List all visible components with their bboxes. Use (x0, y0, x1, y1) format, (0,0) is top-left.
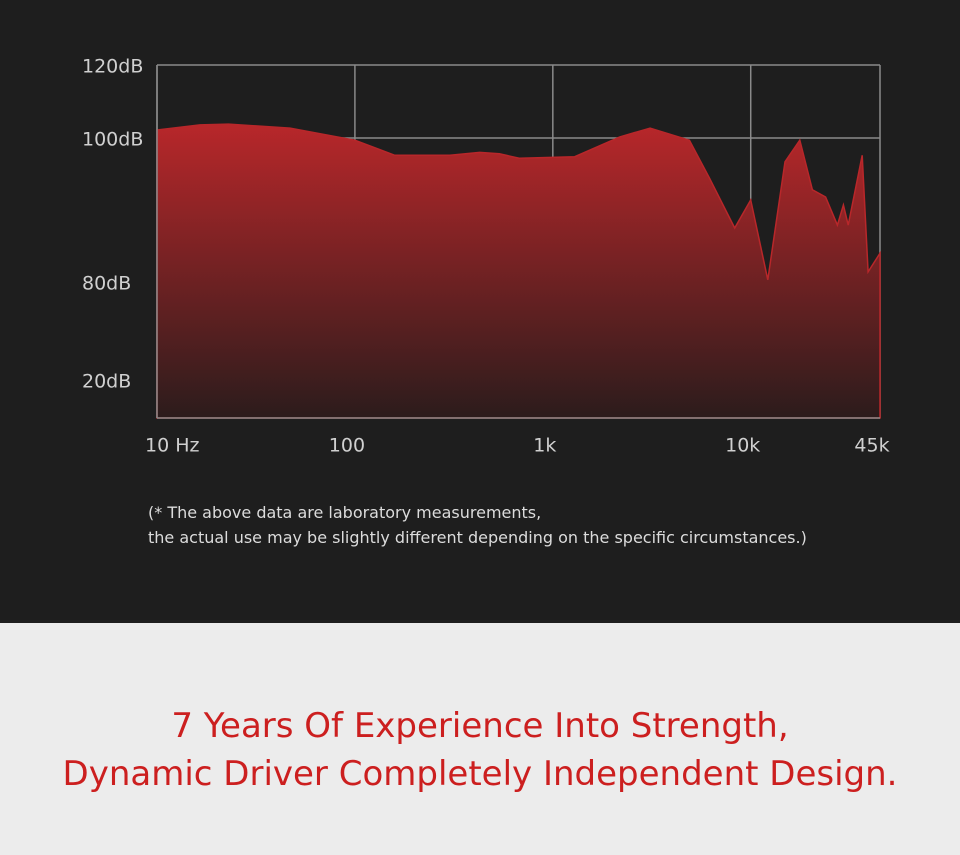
y-tick-label: 80dB (82, 273, 131, 295)
x-tick-label: 45k (854, 435, 889, 457)
headline: 7 Years Of Experience Into Strength, (171, 706, 789, 746)
x-tick-label: 10k (725, 435, 760, 457)
headline: Dynamic Driver Completely Independent De… (62, 754, 898, 794)
response-area (156, 123, 881, 419)
x-tick-label: 1k (533, 435, 556, 457)
y-tick-label: 120dB (82, 56, 143, 78)
note-line: the actual use may be slightly different… (148, 528, 807, 547)
light-panel (0, 623, 960, 855)
chart: 20dB 80dB 100dB 120dB 10 Hz 100 1k 10k 45k (82, 56, 890, 457)
x-tick-label: 100 (329, 435, 365, 457)
y-tick-label: 20dB (82, 371, 131, 393)
y-tick-label: 100dB (82, 129, 143, 151)
note-line: (* The above data are laboratory measure… (148, 503, 542, 522)
x-tick-label: 10 Hz (145, 435, 200, 457)
